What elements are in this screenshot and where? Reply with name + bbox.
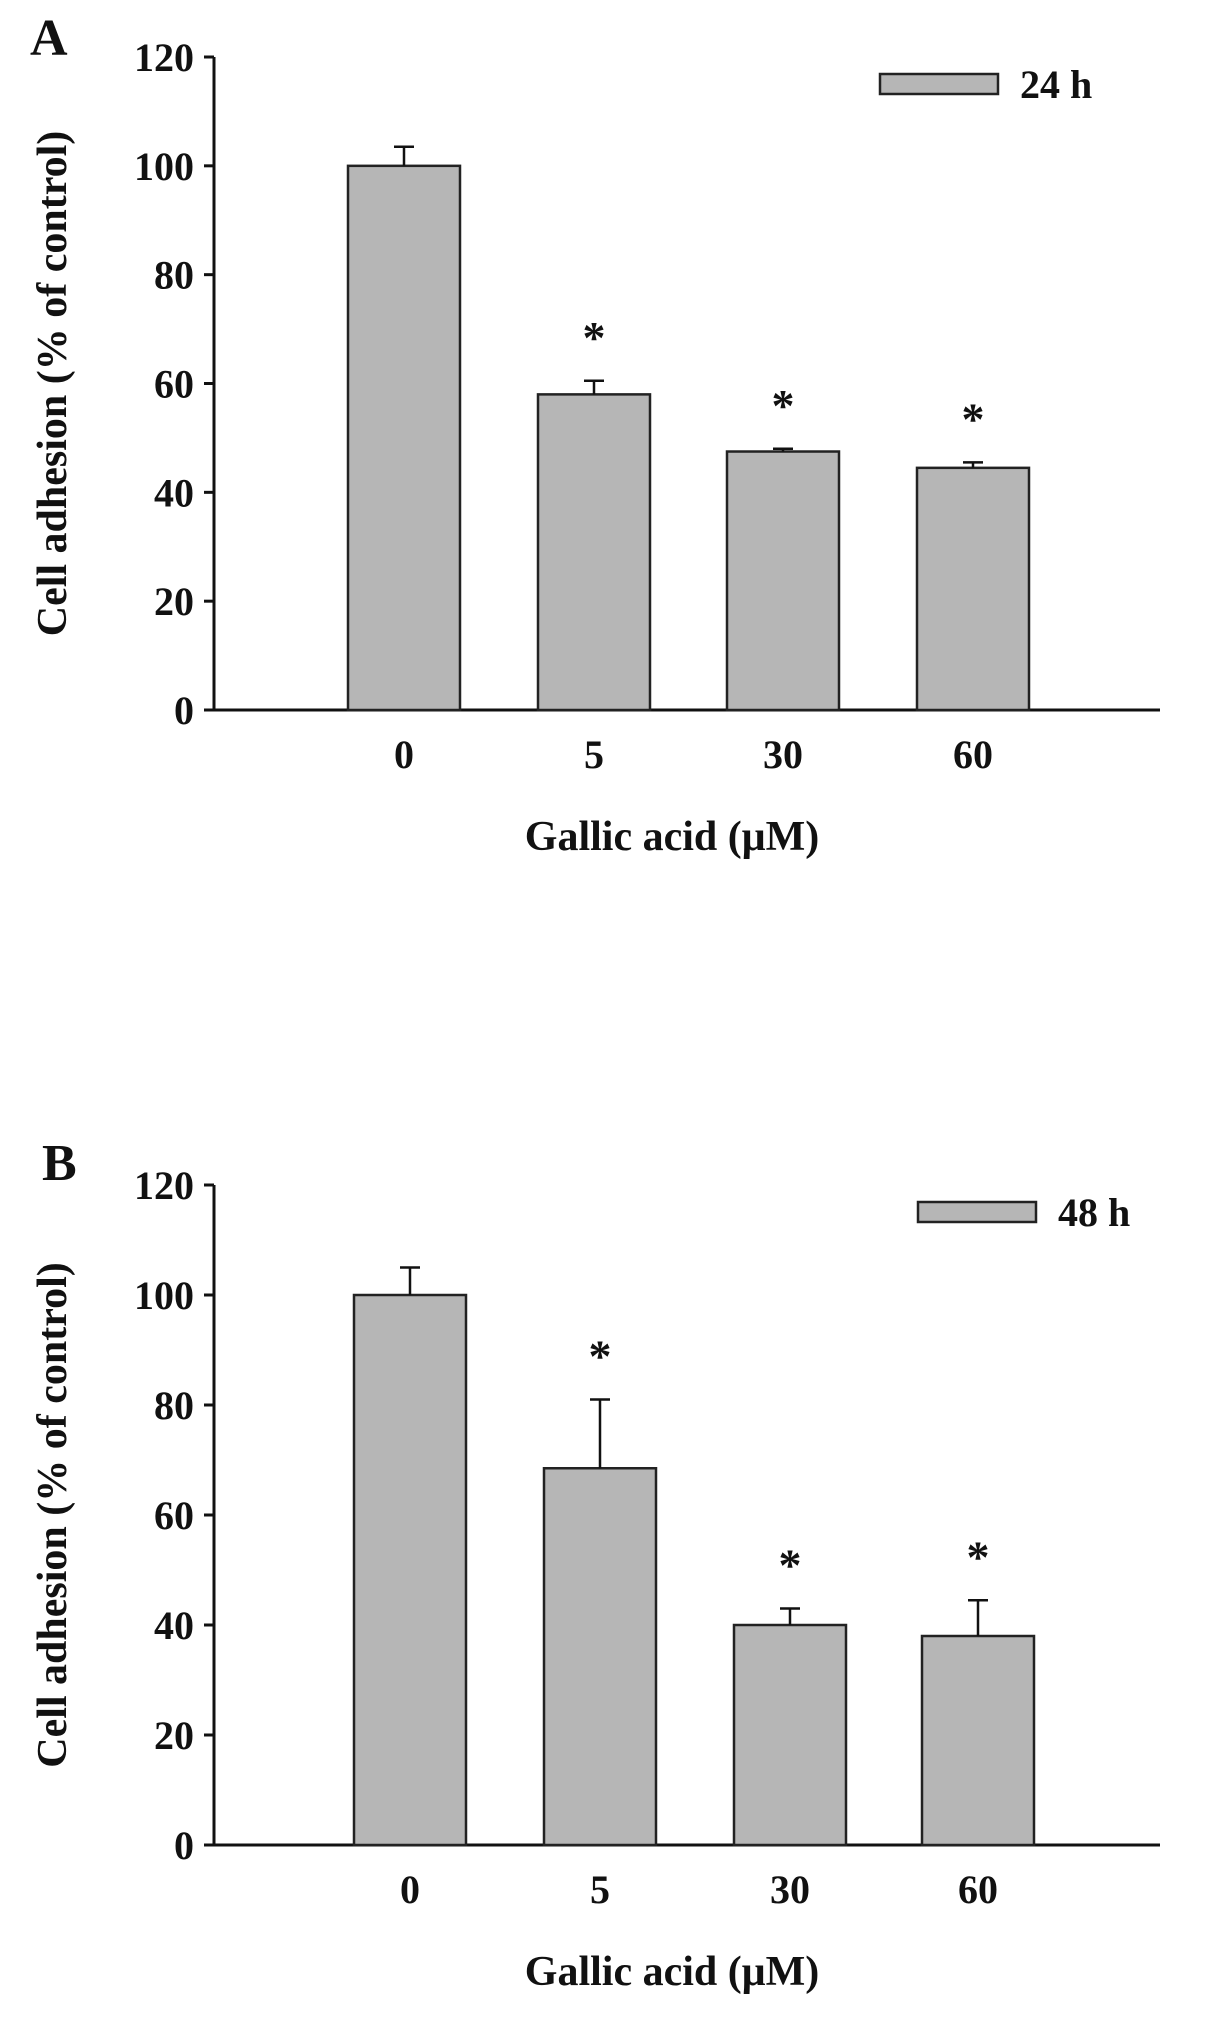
y-tick-label: 80 xyxy=(154,253,194,298)
legend-label: 24 h xyxy=(1020,62,1092,107)
significance-mark: * xyxy=(589,1331,612,1382)
significance-mark: * xyxy=(779,1540,802,1591)
y-tick-label: 120 xyxy=(134,35,194,80)
panel-letter: A xyxy=(30,10,68,67)
y-tick-label: 0 xyxy=(174,688,194,733)
y-axis-title: Cell adhesion (% of control) xyxy=(30,1262,76,1768)
x-axis-title: Gallic acid (μM) xyxy=(525,1949,819,1995)
y-tick-label: 120 xyxy=(134,1163,194,1208)
bar xyxy=(915,466,1031,712)
y-tick-label: 60 xyxy=(154,362,194,407)
legend-label: 48 h xyxy=(1058,1190,1130,1235)
bar xyxy=(542,1467,658,1847)
y-tick-label: 20 xyxy=(154,1713,194,1758)
x-tick-label: 60 xyxy=(958,1867,998,1912)
legend-swatch xyxy=(878,72,1000,96)
x-tick-label: 30 xyxy=(770,1867,810,1912)
y-tick-label: 0 xyxy=(174,1823,194,1868)
y-axis-title: Cell adhesion (% of control) xyxy=(30,131,76,637)
x-tick-label: 0 xyxy=(394,732,414,777)
bar xyxy=(732,1623,848,1847)
panel-a: A 0 20 40 60 80 100 120 0 5 * 30 * 60 * Gallic acid (μM… xyxy=(30,10,1160,860)
significance-mark: * xyxy=(962,393,985,444)
bar xyxy=(352,1293,468,1847)
bar xyxy=(536,393,652,712)
y-tick-label: 40 xyxy=(154,470,194,515)
significance-mark: * xyxy=(967,1531,990,1582)
bar xyxy=(725,450,841,712)
significance-mark: * xyxy=(583,312,606,363)
y-tick-label: 80 xyxy=(154,1383,194,1428)
y-tick-label: 40 xyxy=(154,1603,194,1648)
panel-b: B 0 20 40 60 80 100 120 0 5 * 30 * 60 * Gallic acid (μM… xyxy=(30,1135,1160,1995)
x-tick-label: 60 xyxy=(953,732,993,777)
x-tick-label: 0 xyxy=(400,1867,420,1912)
y-tick-label: 60 xyxy=(154,1493,194,1538)
bar xyxy=(346,164,462,712)
y-tick-label: 20 xyxy=(154,579,194,624)
significance-mark: * xyxy=(772,380,795,431)
y-tick-label: 100 xyxy=(134,1273,194,1318)
x-tick-label: 5 xyxy=(584,732,604,777)
x-tick-label: 30 xyxy=(763,732,803,777)
bar xyxy=(920,1634,1036,1847)
legend-swatch xyxy=(916,1200,1038,1224)
y-tick-label: 100 xyxy=(134,144,194,189)
x-tick-label: 5 xyxy=(590,1867,610,1912)
x-axis-title: Gallic acid (μM) xyxy=(525,814,819,860)
panel-letter: B xyxy=(42,1135,77,1192)
